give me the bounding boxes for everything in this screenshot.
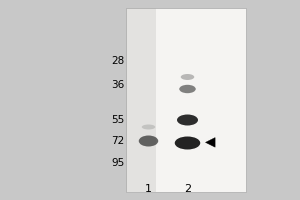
Ellipse shape: [142, 124, 155, 130]
Bar: [126, 8, 246, 192]
Text: 2: 2: [184, 184, 191, 194]
Text: 1: 1: [145, 184, 152, 194]
Bar: [126, 8, 156, 192]
Text: 28: 28: [111, 56, 124, 66]
Text: 95: 95: [111, 158, 124, 168]
Ellipse shape: [139, 136, 158, 146]
Text: 55: 55: [111, 115, 124, 125]
Ellipse shape: [181, 74, 194, 80]
Ellipse shape: [177, 114, 198, 126]
Ellipse shape: [175, 137, 200, 150]
Polygon shape: [206, 138, 215, 147]
Text: 36: 36: [111, 80, 124, 90]
Ellipse shape: [179, 85, 196, 93]
Text: 72: 72: [111, 136, 124, 146]
